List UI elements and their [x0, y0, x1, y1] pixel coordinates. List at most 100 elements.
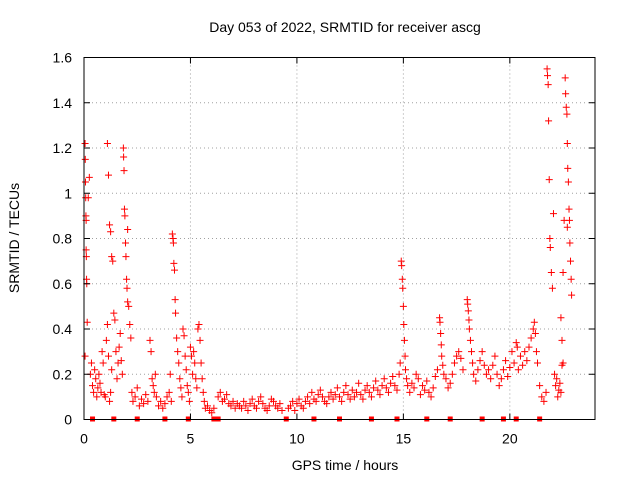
data-point	[274, 404, 282, 412]
x-tick-labels: 0 5 10 15 20	[80, 431, 518, 447]
data-point	[442, 375, 450, 383]
x-tick-label: 5	[187, 431, 195, 447]
data-point	[81, 155, 89, 163]
data-point	[340, 388, 348, 396]
data-point	[120, 167, 128, 175]
data-point	[446, 379, 454, 387]
data-point	[196, 336, 204, 344]
data-point	[400, 320, 408, 328]
data-point	[558, 336, 566, 344]
data-point	[199, 388, 207, 396]
data-point	[529, 325, 537, 333]
data-point	[177, 384, 185, 392]
data-point	[122, 239, 130, 247]
data-point	[81, 139, 89, 147]
data-point	[137, 395, 145, 403]
data-point	[506, 363, 514, 371]
data-point	[553, 375, 561, 383]
data-point	[416, 391, 424, 399]
data-point	[312, 397, 320, 405]
data-point	[287, 402, 295, 410]
data-point	[549, 210, 557, 218]
data-point	[186, 343, 194, 351]
data-point	[110, 309, 118, 317]
data-point	[374, 386, 382, 394]
data-point	[423, 377, 431, 385]
data-point	[119, 144, 127, 152]
data-point	[482, 370, 490, 378]
data-point	[182, 366, 190, 374]
data-point	[398, 275, 406, 283]
y-tick-label: 1	[64, 185, 72, 201]
data-point	[221, 395, 229, 403]
data-point	[316, 386, 324, 394]
data-point	[525, 343, 533, 351]
data-point	[437, 330, 445, 338]
data-point	[304, 393, 312, 401]
data-point	[127, 334, 135, 342]
data-point	[155, 402, 163, 410]
data-point	[112, 348, 120, 356]
data-point	[214, 393, 222, 401]
data-point	[246, 400, 254, 408]
data-point	[203, 402, 211, 410]
data-point	[562, 103, 570, 111]
data-point	[93, 393, 101, 401]
data-point	[81, 178, 89, 186]
data-point	[306, 400, 314, 408]
data-point	[197, 359, 205, 367]
data-point	[543, 65, 551, 73]
data-point	[179, 325, 187, 333]
data-point	[176, 375, 184, 383]
data-point	[108, 366, 116, 374]
data-point	[109, 257, 117, 265]
data-point	[165, 388, 173, 396]
x-tick-label: 0	[80, 431, 88, 447]
data-point	[565, 216, 573, 224]
data-point	[546, 244, 554, 252]
data-point	[90, 388, 98, 396]
x-tick-label: 20	[502, 431, 518, 447]
data-point	[216, 388, 224, 396]
data-point	[439, 361, 447, 369]
data-point	[128, 388, 136, 396]
data-point	[121, 212, 129, 220]
data-point	[546, 235, 554, 242]
data-point	[200, 397, 208, 405]
data-point	[544, 81, 552, 89]
data-point	[104, 352, 112, 360]
data-point	[437, 341, 445, 349]
data-point	[111, 316, 119, 324]
data-point	[396, 359, 404, 367]
data-point	[561, 74, 569, 82]
data-point	[118, 370, 126, 378]
data-point	[135, 402, 143, 410]
data-point	[117, 357, 125, 365]
data-point	[190, 348, 198, 356]
data-point	[263, 406, 271, 414]
data-point	[491, 352, 499, 360]
data-point	[361, 386, 369, 394]
data-point	[527, 334, 535, 342]
data-point	[229, 397, 237, 405]
data-point	[380, 375, 388, 383]
data-point	[353, 388, 361, 396]
data-point	[470, 370, 478, 378]
data-point	[532, 348, 540, 356]
data-point	[120, 153, 128, 161]
data-point	[564, 178, 572, 186]
data-point	[194, 325, 202, 333]
x-axis-label: GPS time / hours	[292, 457, 399, 473]
data-point	[170, 259, 178, 267]
data-point	[540, 397, 548, 405]
data-point	[440, 370, 448, 378]
data-point	[384, 388, 392, 396]
data-point	[159, 404, 167, 412]
data-point	[151, 370, 159, 378]
data-point	[299, 404, 307, 412]
data-point	[433, 366, 441, 374]
data-point	[175, 359, 183, 367]
data-point	[142, 391, 150, 399]
data-point	[180, 332, 188, 340]
data-point	[248, 395, 256, 403]
